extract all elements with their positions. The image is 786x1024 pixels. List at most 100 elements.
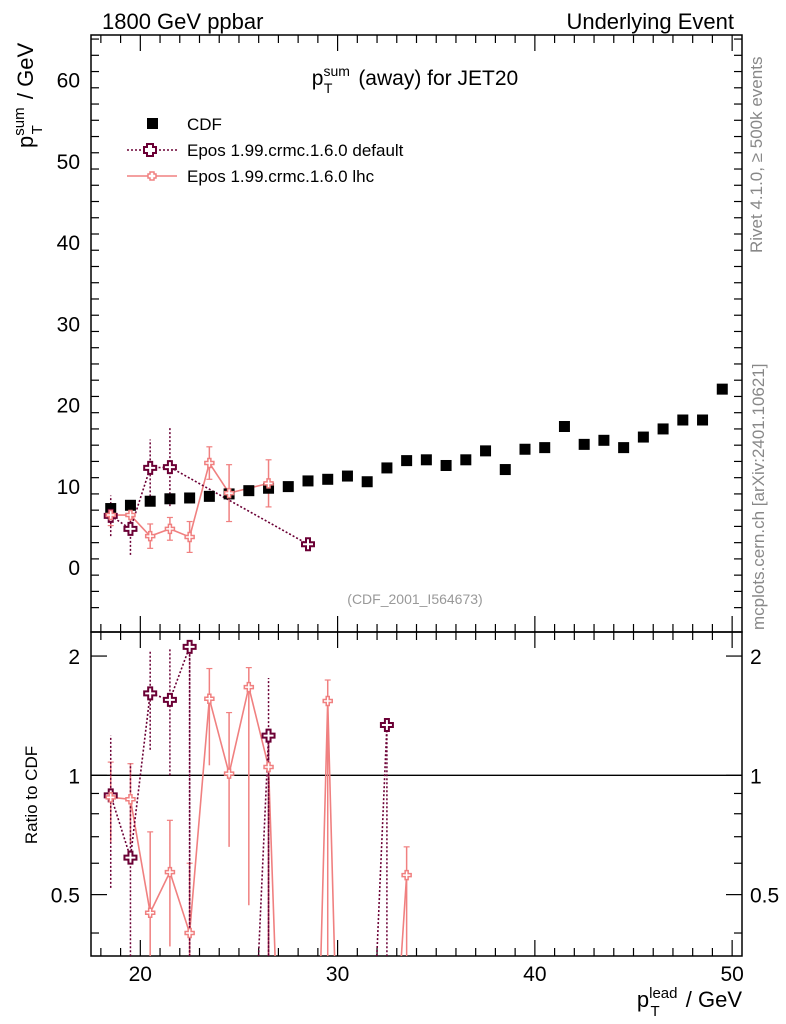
ratio-y-tick-label-right: 1 bbox=[750, 765, 762, 788]
ratio-lhc-point bbox=[144, 907, 156, 919]
series-default-markers bbox=[103, 460, 315, 552]
ratio-x-tick-label: 20 bbox=[129, 963, 152, 986]
series-cdf-point bbox=[322, 473, 334, 485]
header-right: Underlying Event bbox=[566, 9, 734, 34]
ratio-y-tick-label-right: 2 bbox=[750, 646, 762, 669]
series-cdf-point bbox=[105, 503, 117, 515]
main-y-tick-label: 60 bbox=[57, 70, 80, 93]
ratio-x-tick-label: 30 bbox=[326, 963, 349, 986]
series-default-point bbox=[123, 521, 138, 536]
ratio-lhc-point bbox=[105, 792, 116, 803]
series-cdf-point bbox=[203, 490, 215, 502]
series-cdf-point bbox=[164, 493, 176, 505]
ratio-axis-ticks bbox=[91, 632, 742, 956]
series-lhc-point bbox=[105, 509, 116, 521]
main-y-tick-labels: 0 10 20 30 40 50 60 bbox=[57, 70, 80, 580]
legend-lhc-marker bbox=[147, 171, 157, 181]
series-cdf-point bbox=[637, 431, 649, 443]
ratio-lhc-point bbox=[125, 794, 136, 805]
ratio-lhc-point bbox=[204, 693, 215, 705]
main-y-axis-label: psumT / GeV bbox=[11, 43, 46, 148]
legend-default-label: Epos 1.99.crmc.1.6.0 default bbox=[187, 141, 404, 160]
main-title: psum T (away) for JET20 bbox=[312, 63, 518, 96]
series-cdf-point bbox=[243, 485, 255, 497]
series-default-line bbox=[110, 466, 309, 545]
series-cdf-point bbox=[618, 442, 630, 454]
ratio-lhc-point bbox=[184, 927, 195, 939]
series-cdf-point bbox=[144, 495, 156, 507]
legend-default-marker bbox=[143, 143, 157, 157]
series-lhc-point bbox=[263, 478, 274, 489]
series-cdf-point bbox=[341, 470, 353, 482]
main-series bbox=[103, 383, 728, 555]
ratio-default-point bbox=[182, 639, 197, 654]
main-y-tick-label: 10 bbox=[57, 476, 80, 499]
series-cdf-point bbox=[519, 443, 531, 455]
ratio-lhc-point bbox=[263, 761, 274, 773]
series-cdf-point bbox=[499, 464, 511, 476]
series-cdf-point bbox=[697, 414, 709, 426]
series-lhc-point bbox=[223, 487, 235, 499]
header-left: 1800 GeV ppbar bbox=[102, 9, 263, 34]
series-cdf-point bbox=[381, 462, 393, 474]
series-lhc-point bbox=[204, 457, 215, 469]
ratio-y-tick-label-right: 0.5 bbox=[750, 885, 779, 908]
legend-cdf-label: CDF bbox=[187, 115, 222, 134]
main-y-tick-label: 0 bbox=[68, 557, 80, 580]
series-cdf-point bbox=[677, 414, 689, 426]
series-cdf-point bbox=[716, 383, 728, 395]
legend: CDF Epos 1.99.crmc.1.6.0 default Epos 1.… bbox=[127, 115, 404, 186]
main-y-tick-label: 30 bbox=[57, 313, 80, 336]
series-cdf-point bbox=[657, 423, 669, 435]
ratio-lhc-point bbox=[243, 681, 255, 693]
series-cdf-point bbox=[184, 492, 196, 504]
ratio-x-tick-label: 50 bbox=[720, 963, 743, 986]
legend-lhc-label: Epos 1.99.crmc.1.6.0 lhc bbox=[187, 167, 375, 186]
ratio-lhc-point bbox=[223, 768, 235, 779]
series-lhc-markers bbox=[105, 457, 274, 543]
ratio-lhc bbox=[107, 667, 410, 956]
ratio-x-tick-labels: 20 30 40 50 bbox=[129, 963, 744, 986]
series-cdf-point bbox=[282, 481, 294, 493]
main-y-tick-label: 20 bbox=[57, 395, 80, 418]
ratio-x-axis-label: plead T / GeV bbox=[637, 985, 742, 1020]
series-cdf-point bbox=[460, 454, 472, 466]
series-cdf-point bbox=[420, 454, 432, 466]
series-cdf-point bbox=[558, 421, 570, 433]
legend-cdf-marker bbox=[147, 118, 158, 129]
mcplots-label: mcplots.cern.ch [arXiv:2401.10621] bbox=[749, 364, 768, 630]
main-axis-ticks bbox=[91, 35, 742, 632]
ratio-y-tick-labels: 0.5 0.5 1 1 2 2 bbox=[51, 646, 779, 908]
ratio-series bbox=[103, 639, 412, 956]
ratio-default-point bbox=[261, 728, 276, 743]
series-cdf-point bbox=[578, 438, 590, 450]
ratio-x-tick-label: 40 bbox=[523, 963, 546, 986]
ratio-panel: 0.5 0.5 1 1 2 2 20 30 40 50 Ratio to CDF plead T … bbox=[22, 631, 779, 1020]
series-default-point bbox=[301, 537, 315, 552]
series-cdf-point bbox=[480, 445, 492, 457]
series-cdf-point bbox=[440, 459, 452, 471]
ratio-frame bbox=[90, 631, 743, 957]
main-y-tick-label: 50 bbox=[57, 151, 80, 174]
ratio-lhc-markers bbox=[105, 681, 412, 939]
ratio-y-tick-label-left: 0.5 bbox=[51, 885, 80, 908]
series-cdf-point bbox=[539, 442, 551, 454]
series-lhc-point bbox=[164, 523, 176, 535]
ratio-default-point bbox=[123, 850, 138, 865]
series-default-point bbox=[162, 460, 177, 475]
ratio-lhc-point bbox=[401, 869, 412, 881]
ratio-default-point bbox=[162, 692, 177, 707]
series-cdf-point bbox=[361, 476, 373, 488]
series-lhc-line bbox=[110, 461, 269, 539]
ratio-default-point bbox=[379, 717, 394, 732]
series-cdf bbox=[105, 383, 728, 515]
ratio-lhc-point bbox=[164, 866, 176, 878]
ratio-default-point bbox=[143, 686, 158, 701]
main-y-tick-label: 40 bbox=[57, 232, 80, 255]
series-cdf-point bbox=[124, 499, 136, 511]
series-cdf-point bbox=[598, 434, 610, 446]
ratio-y-axis-label: Ratio to CDF bbox=[22, 746, 41, 844]
series-default-point bbox=[143, 460, 158, 475]
ratio-lhc-point bbox=[322, 695, 333, 707]
